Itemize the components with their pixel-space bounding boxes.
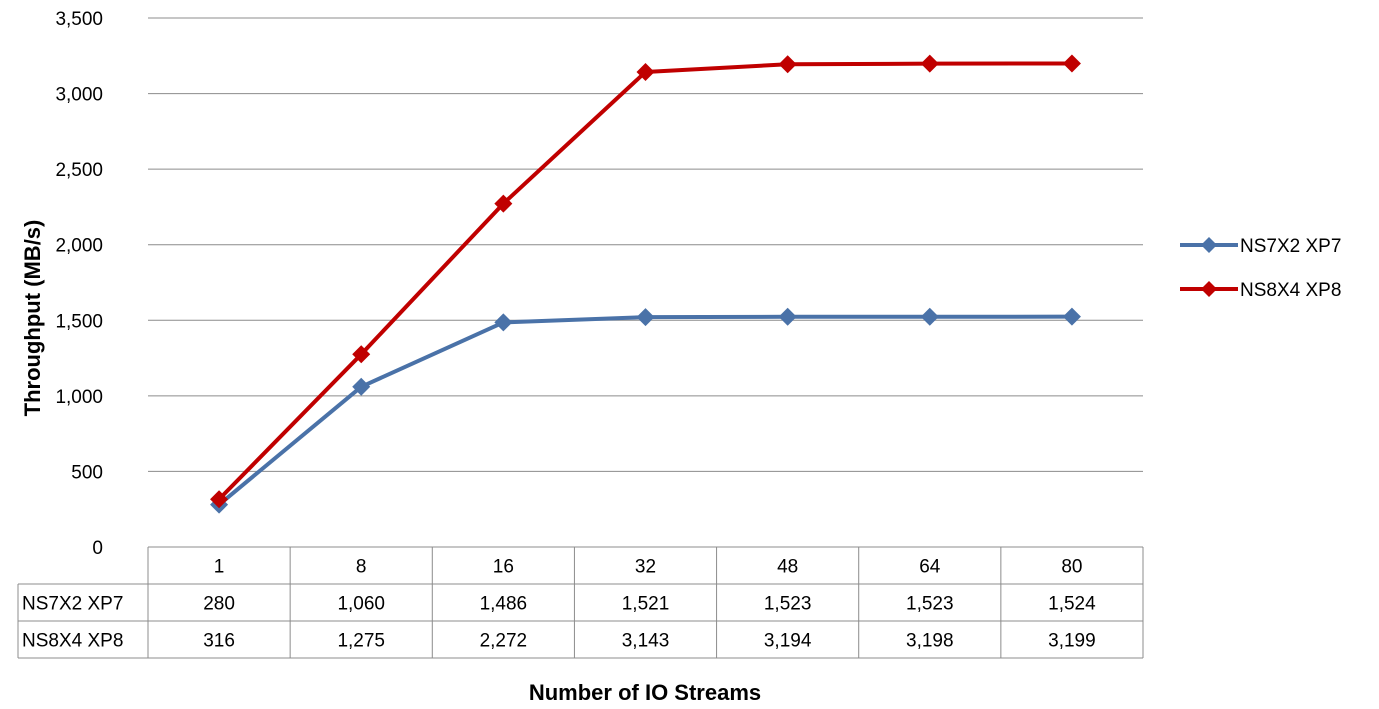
x-tick-label: 32 [635, 557, 656, 578]
data-point [920, 307, 939, 326]
legend: NS7X2 XP7 NS8X4 XP8 [1180, 236, 1341, 301]
table-cell: 316 [203, 631, 235, 652]
series-line [217, 61, 1072, 501]
legend-marker [1201, 281, 1217, 297]
data-point [210, 490, 229, 509]
table-cell: 1,521 [622, 594, 670, 615]
data-table: 1 8 16 32 48 64 80 NS7X2 XP7 280 1,060 1,486 1,521 1… [17, 546, 1144, 659]
data-point [494, 313, 513, 332]
table-cell: 1,523 [906, 594, 954, 615]
legend-label: NS8X4 XP8 [1240, 280, 1341, 301]
table-cell: 280 [203, 594, 235, 615]
gridlines [148, 17, 1143, 472]
table-cell: 3,198 [906, 631, 954, 652]
table-cell: 1,486 [480, 594, 528, 615]
y-axis-ticks: 0 500 1,000 1,500 2,000 2,500 3,000 3,500 [55, 9, 103, 559]
x-tick-label: 80 [1061, 557, 1082, 578]
y-tick-label: 1,000 [55, 387, 103, 408]
x-tick-label: 1 [214, 557, 225, 578]
legend-label: NS7X2 XP7 [1240, 236, 1341, 257]
y-tick-label: 3,500 [55, 9, 103, 30]
series-lines [210, 54, 1081, 514]
x-tick-label: 48 [777, 557, 798, 578]
table-row-label: NS8X4 XP8 [22, 631, 123, 652]
data-point [636, 308, 655, 327]
data-point [1062, 54, 1081, 73]
data-point [352, 377, 371, 396]
x-tick-label: 64 [919, 557, 941, 578]
x-axis-title: Number of IO Streams [529, 680, 761, 705]
series-line [217, 314, 1072, 507]
table-cell: 1,060 [337, 594, 385, 615]
table-cell: 3,194 [764, 631, 812, 652]
data-point [920, 54, 939, 73]
data-point [352, 345, 371, 364]
data-point [636, 62, 655, 81]
table-row-label: NS7X2 XP7 [22, 594, 123, 615]
table-cell: 3,143 [622, 631, 670, 652]
y-axis-title: Throughput (MB/s) [20, 220, 45, 417]
data-point [778, 307, 797, 326]
x-tick-label: 16 [493, 557, 514, 578]
y-tick-label: 1,500 [55, 311, 103, 332]
data-point [494, 194, 513, 213]
legend-marker [1201, 237, 1217, 253]
table-cell: 2,272 [480, 631, 528, 652]
table-cell: 1,524 [1048, 594, 1096, 615]
table-cell: 1,275 [337, 631, 385, 652]
x-tick-label: 8 [356, 557, 367, 578]
data-point [778, 55, 797, 74]
y-tick-label: 0 [92, 538, 103, 559]
y-tick-label: 2,500 [55, 160, 103, 181]
y-tick-label: 3,000 [55, 85, 103, 106]
y-tick-label: 2,000 [55, 236, 103, 257]
table-cell: 3,199 [1048, 631, 1096, 652]
table-cell: 1,523 [764, 594, 812, 615]
y-tick-label: 500 [71, 462, 103, 483]
data-point [1062, 307, 1081, 326]
